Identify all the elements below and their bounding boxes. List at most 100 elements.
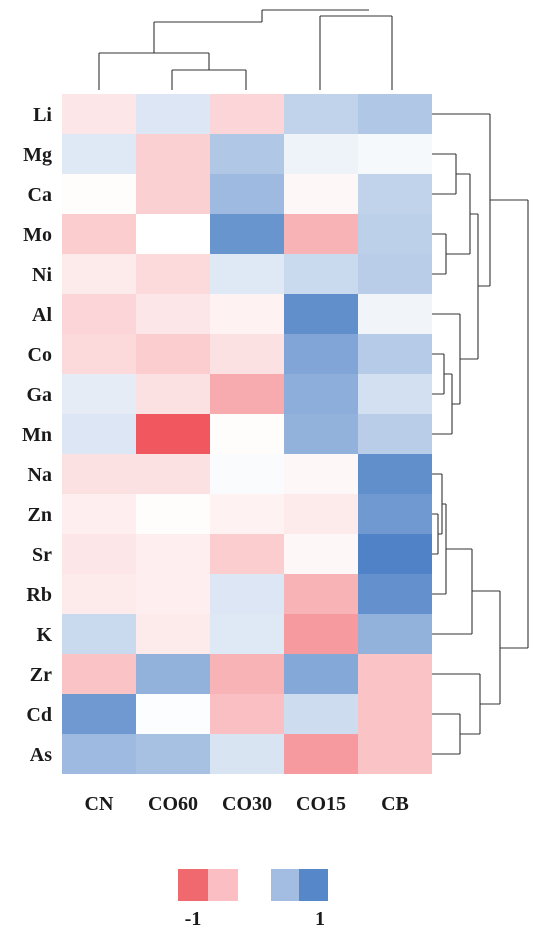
heatmap-cell bbox=[136, 254, 210, 294]
column-dendrogram-branch bbox=[98, 52, 210, 90]
heatmap-cell bbox=[358, 334, 432, 374]
heatmap-cell bbox=[358, 694, 432, 734]
heatmap-cell bbox=[210, 534, 284, 574]
heatmap-cell bbox=[62, 174, 136, 214]
legend-swatch-strong-positive bbox=[299, 869, 328, 901]
heatmap-cell bbox=[136, 174, 210, 214]
row-dendrogram-branch bbox=[432, 313, 461, 405]
heatmap-cell bbox=[358, 574, 432, 614]
heatmap-cell bbox=[62, 254, 136, 294]
heatmap-cell bbox=[284, 254, 358, 294]
row-label: Rb bbox=[26, 584, 52, 606]
heatmap-cell bbox=[358, 134, 432, 174]
heatmap-cells bbox=[62, 94, 432, 774]
heatmap-cell bbox=[210, 694, 284, 734]
heatmap-cell bbox=[136, 214, 210, 254]
heatmap-cell bbox=[210, 374, 284, 414]
row-dendrogram-branch bbox=[432, 513, 439, 555]
row-dendrogram-branch bbox=[432, 673, 481, 735]
heatmap-cell bbox=[358, 494, 432, 534]
heatmap-cell bbox=[284, 454, 358, 494]
heatmap-cell bbox=[136, 494, 210, 534]
heatmap-cell bbox=[210, 134, 284, 174]
heatmap-cell bbox=[210, 254, 284, 294]
column-label: CO15 bbox=[296, 793, 346, 815]
heatmap-cell bbox=[210, 614, 284, 654]
heatmap-cell bbox=[210, 574, 284, 614]
row-dendrogram-branch bbox=[432, 153, 457, 195]
column-label: CO30 bbox=[222, 793, 272, 815]
heatmap-cell bbox=[358, 414, 432, 454]
heatmap-cell bbox=[136, 534, 210, 574]
row-dendrogram-branch bbox=[432, 233, 447, 275]
heatmap-cell bbox=[136, 414, 210, 454]
heatmap-cell bbox=[358, 534, 432, 574]
column-label: CN bbox=[85, 793, 114, 815]
heatmap-cell bbox=[284, 614, 358, 654]
heatmap-cell bbox=[284, 94, 358, 134]
heatmap-cell bbox=[284, 494, 358, 534]
row-dendrogram-branch bbox=[432, 713, 461, 755]
heatmap-cell bbox=[210, 414, 284, 454]
row-dendrogram-branch bbox=[432, 548, 473, 635]
column-dendrogram-branch bbox=[261, 9, 369, 22]
heatmap-cell bbox=[62, 614, 136, 654]
row-dendrogram-branch bbox=[432, 113, 491, 287]
heatmap-cell bbox=[284, 134, 358, 174]
heatmap-cell bbox=[284, 694, 358, 734]
row-dendrogram bbox=[432, 113, 529, 755]
row-labels: Li Mg Ca Mo Ni Al Co Ga Mn Na Zn Sr Rb K Zr Cd As bbox=[22, 104, 52, 766]
heatmap-cell bbox=[358, 94, 432, 134]
heatmap-cell bbox=[358, 254, 432, 294]
heatmap-cell bbox=[284, 734, 358, 774]
legend-max-label: 1 bbox=[315, 908, 325, 930]
heatmap-cell bbox=[136, 734, 210, 774]
heatmap-cell bbox=[358, 654, 432, 694]
column-dendrogram-branch bbox=[319, 15, 393, 90]
column-dendrogram-branch bbox=[153, 21, 262, 53]
heatmap-cell bbox=[62, 454, 136, 494]
heatmap-cell bbox=[62, 374, 136, 414]
column-labels: CN CO60 CO30 CO15 CB bbox=[85, 793, 409, 815]
heatmap-cell bbox=[284, 174, 358, 214]
row-label: Mn bbox=[22, 424, 52, 446]
heatmap-cell bbox=[62, 494, 136, 534]
heatmap-cell bbox=[210, 734, 284, 774]
heatmap-cell bbox=[358, 174, 432, 214]
heatmap-cell bbox=[284, 334, 358, 374]
heatmap-cell bbox=[136, 374, 210, 414]
row-dendrogram-branch bbox=[446, 173, 471, 255]
heatmap-cell bbox=[136, 334, 210, 374]
heatmap-cell bbox=[358, 454, 432, 494]
row-label: As bbox=[30, 744, 52, 766]
heatmap-cell bbox=[62, 334, 136, 374]
row-dendrogram-branch bbox=[490, 199, 529, 649]
heatmap-cell bbox=[136, 134, 210, 174]
heatmap-cell bbox=[284, 534, 358, 574]
row-label: Na bbox=[28, 464, 52, 486]
heatmap-cell bbox=[62, 414, 136, 454]
heatmap-cell bbox=[62, 694, 136, 734]
column-label: CB bbox=[381, 793, 409, 815]
row-dendrogram-branch bbox=[432, 473, 443, 535]
heatmap-cell bbox=[136, 574, 210, 614]
heatmap-cell bbox=[62, 134, 136, 174]
heatmap-cell bbox=[62, 214, 136, 254]
heatmap-cell bbox=[136, 654, 210, 694]
heatmap-cell bbox=[62, 734, 136, 774]
row-dendrogram-branch bbox=[432, 373, 453, 435]
heatmap-cell bbox=[210, 654, 284, 694]
heatmap-cell bbox=[210, 334, 284, 374]
heatmap-cell bbox=[210, 214, 284, 254]
column-dendrogram bbox=[98, 9, 393, 90]
heatmap-cell bbox=[210, 494, 284, 534]
heatmap-cell bbox=[284, 574, 358, 614]
heatmap-cell bbox=[284, 214, 358, 254]
legend-swatch-strong-negative bbox=[178, 869, 208, 901]
heatmap-cell bbox=[210, 174, 284, 214]
heatmap-cell bbox=[284, 414, 358, 454]
heatmap-cell bbox=[358, 294, 432, 334]
column-dendrogram-branch bbox=[171, 69, 247, 90]
heatmap-cell bbox=[136, 454, 210, 494]
